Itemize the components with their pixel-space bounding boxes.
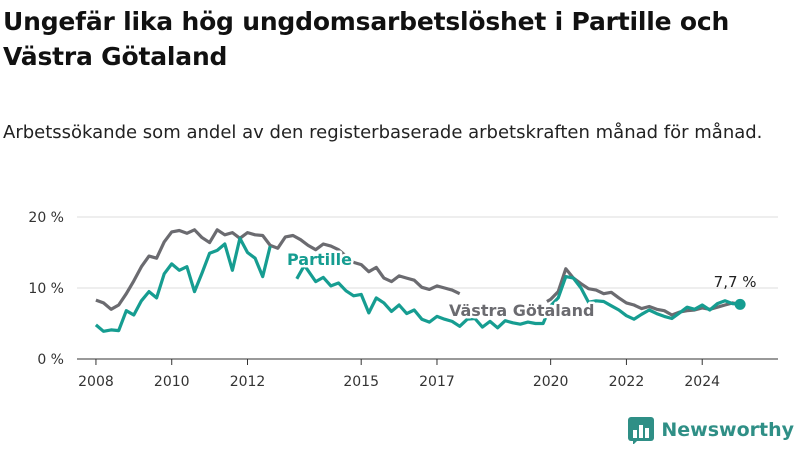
x-tick-label: 2022 [609,374,645,390]
brand: Newsworthy [627,416,794,444]
x-tick-label: 2015 [343,374,379,390]
x-tick-label: 2008 [78,374,114,390]
series-layer [94,228,746,333]
x-tick-label: 2012 [230,374,266,390]
series-label-vastra-gotaland-halo: Västra Götaland [449,301,594,320]
series-line-partille [94,236,272,333]
series-line-partille [295,263,741,330]
end-point-marker [734,298,746,310]
end-value-label: 7,7 % [714,273,757,291]
x-tick-label: 2024 [684,374,720,390]
series-label-partille-halo: Partille [287,250,352,269]
y-tick-label: 0 % [37,352,64,368]
x-tick-label: 2017 [419,374,455,390]
label-layer: 0 % 10 % 20 % 2008 2010 2012 2015 2017 2020 2022 2… [28,210,756,390]
y-tick-label: 10 % [28,281,64,297]
x-axis [77,358,778,365]
x-tick-label: 2010 [154,374,190,390]
brand-name: Newsworthy [661,419,794,441]
series-label-partille-text: Partille [287,250,352,269]
y-tick-label: 20 % [28,210,64,226]
x-tick-label: 2020 [533,374,569,390]
newsworthy-logo-icon [628,417,655,444]
series-line-vastra-gotaland [95,228,461,311]
chart-title: Ungefär lika hög ungdomsarbetslöshet i P… [3,7,730,71]
chart-subtitle: Arbetssökande som andel av den registerb… [3,122,763,143]
series-label-vastra-gotaland-text: Västra Götaland [449,301,594,320]
